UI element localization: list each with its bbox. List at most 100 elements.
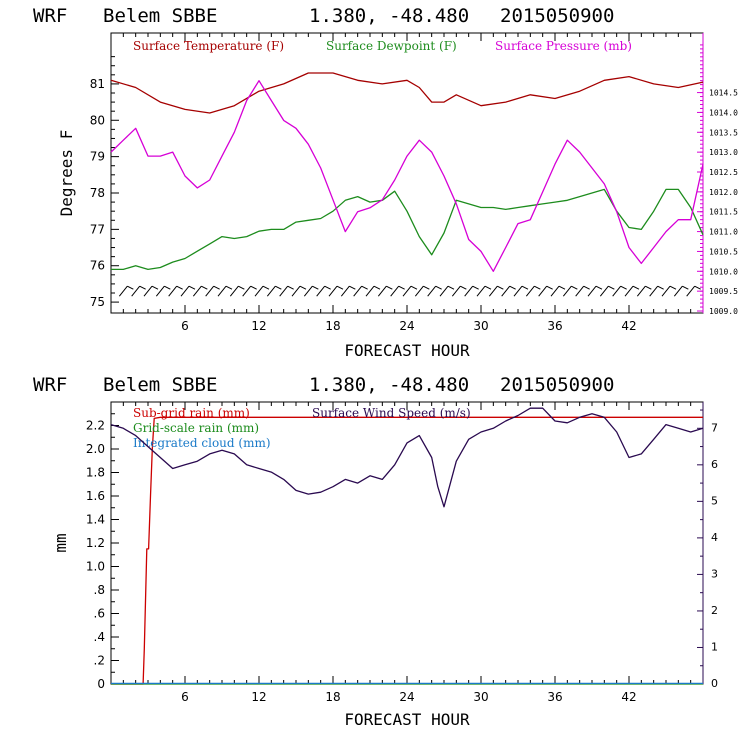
wind-barb: [238, 285, 245, 290]
wind-barb: [636, 285, 646, 297]
y-tick-label: 80: [90, 113, 105, 127]
y-tick-label: .2: [94, 654, 105, 668]
y-tick-label: 77: [90, 222, 105, 236]
wind-barb: [608, 285, 615, 290]
x-tick-label: 42: [621, 319, 636, 333]
legend-entry: Surface Temperature (F): [133, 39, 284, 53]
wind-barb: [373, 285, 381, 290]
wind-barb: [225, 285, 233, 290]
wind-barb: [192, 285, 202, 297]
x-tick-label: 18: [325, 690, 340, 704]
wind-barb: [316, 285, 326, 297]
wind-barb: [595, 285, 603, 290]
legend-entry: Surface Pressure (mb): [495, 39, 632, 53]
wind-barb: [686, 285, 696, 297]
wind-barb: [168, 285, 178, 297]
wind-barb: [250, 285, 257, 290]
series-line: [111, 188, 704, 271]
wind-barb: [205, 285, 215, 297]
wind-barb: [398, 285, 405, 290]
wind-barb: [669, 285, 677, 290]
wind-barb: [287, 285, 294, 290]
wind-barb: [682, 285, 689, 290]
y2-tick-label: 4: [711, 531, 718, 544]
wind-barb: [279, 285, 289, 297]
y2-tick-label: 1014.0: [709, 108, 738, 117]
legend-entry: Integrated cloud (mm): [133, 436, 271, 450]
wind-barb: [513, 285, 523, 297]
legend-entry: Surface Dewpoint (F): [326, 39, 457, 53]
chart-title-part: WRF: [33, 374, 67, 396]
y2-tick-label: 1010.0: [709, 267, 738, 276]
wind-barb: [538, 285, 548, 297]
y2-tick-label: 1010.5: [709, 247, 738, 256]
wind-barb: [340, 285, 350, 297]
wind-barb: [575, 285, 585, 297]
y-tick-label: .4: [94, 630, 105, 644]
wind-barb: [213, 285, 220, 290]
chart-title-part: 2015050900: [500, 374, 614, 396]
wind-barb: [694, 285, 701, 290]
y2-tick-label: 1013.0: [709, 148, 738, 157]
wind-barb: [349, 285, 356, 290]
wind-barb: [571, 285, 578, 290]
wind-barb: [188, 285, 196, 290]
x-tick-label: 24: [399, 690, 414, 704]
wind-barb: [262, 285, 270, 290]
y2-tick-label: 5: [711, 494, 718, 507]
x-tick-label: 24: [399, 319, 414, 333]
y2-tick-label: 2: [711, 604, 718, 617]
wind-barb: [266, 285, 276, 297]
rain-panel: WRF Belem SBBE 1.380, -48.480 2015050900 6 1 2…: [33, 374, 718, 729]
wind-barb: [324, 285, 331, 290]
wind-barb: [303, 285, 313, 297]
chart-title-part: 1.380, -48.480: [309, 374, 469, 396]
wind-barb: [127, 285, 134, 290]
wind-barb: [299, 285, 307, 290]
chart-title-part: Belem SBBE: [103, 5, 217, 27]
legend-entry: Sub-grid rain (mm): [133, 406, 250, 420]
temperature-panel: WRF Belem SBBE 1.380, -48.480 2015050900 6 12…: [33, 5, 738, 360]
x-axis-label: FORECAST HOUR: [344, 710, 470, 729]
wind-barb: [534, 285, 541, 290]
y-tick-label: .6: [94, 607, 105, 621]
chart-title-part: 2015050900: [500, 5, 614, 27]
wind-barb: [201, 285, 208, 290]
wind-barb: [460, 285, 467, 290]
wind-barb: [361, 285, 368, 290]
wind-barb: [484, 285, 492, 290]
x-axis-label: FORECAST HOUR: [344, 341, 470, 360]
wind-barb: [118, 285, 128, 297]
wind-barb: [427, 285, 437, 297]
chart-title-part: Belem SBBE: [103, 374, 217, 396]
wind-barb: [562, 285, 572, 297]
wind-barb: [550, 285, 560, 297]
wind-barb: [451, 285, 461, 297]
y-tick-label: 1.6: [86, 489, 105, 503]
wind-barb: [242, 285, 252, 297]
series-line: [110, 407, 704, 508]
y-tick-label: 2.2: [86, 419, 105, 433]
wind-barb: [151, 285, 159, 290]
x-tick-label: 6: [181, 690, 189, 704]
y-tick-label: 1.4: [86, 513, 105, 527]
wind-barb: [139, 285, 146, 290]
plot-frame: [110, 32, 704, 314]
y2-tick-label: 0: [711, 677, 718, 690]
wind-barb: [472, 285, 479, 290]
y2-tick-label: 1: [711, 640, 718, 653]
chart-title-part: 1.380, -48.480: [309, 5, 469, 27]
wind-barb: [583, 285, 590, 290]
y-tick-label: 78: [90, 186, 105, 200]
y2-tick-label: 1012.0: [709, 188, 738, 197]
wind-barb: [620, 285, 627, 290]
wind-barb: [673, 285, 683, 297]
wind-barb: [402, 285, 412, 297]
wind-barb: [558, 285, 566, 290]
series-line: [110, 80, 704, 272]
wind-barb: [501, 285, 511, 297]
wind-barb: [328, 285, 338, 297]
y-tick-label: 1.2: [86, 536, 105, 550]
wind-barb: [131, 285, 141, 297]
